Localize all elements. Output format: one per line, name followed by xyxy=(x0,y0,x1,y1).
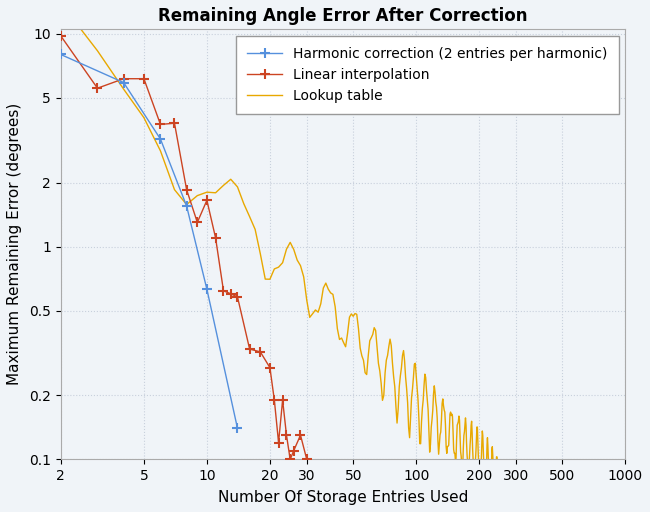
Linear interpolation xyxy=(266,365,274,371)
Linear interpolation xyxy=(279,397,287,403)
Linear interpolation xyxy=(233,294,241,300)
Lookup table xyxy=(396,373,404,379)
Lookup table xyxy=(621,461,629,467)
Title: Remaining Angle Error After Correction: Remaining Angle Error After Correction xyxy=(159,7,528,25)
Harmonic correction (2 entries per harmonic) xyxy=(120,79,127,86)
Linear interpolation xyxy=(94,85,101,91)
Lookup table xyxy=(589,461,597,467)
Linear interpolation xyxy=(270,397,278,403)
Linear interpolation xyxy=(246,346,254,352)
Linear interpolation xyxy=(203,197,211,203)
Line: Harmonic correction (2 entries per harmonic): Harmonic correction (2 entries per harmo… xyxy=(56,50,242,433)
Linear interpolation xyxy=(140,76,148,82)
Y-axis label: Maximum Remaining Error (degrees): Maximum Remaining Error (degrees) xyxy=(7,103,22,386)
Lookup table xyxy=(612,461,619,467)
Linear interpolation xyxy=(183,187,190,193)
Linear interpolation xyxy=(212,234,220,241)
Linear interpolation xyxy=(120,76,127,82)
Linear interpolation xyxy=(157,121,164,127)
Linear interpolation xyxy=(194,219,202,225)
Harmonic correction (2 entries per harmonic) xyxy=(157,136,164,142)
Linear interpolation xyxy=(257,349,265,355)
Linear interpolation xyxy=(170,120,178,126)
Linear interpolation xyxy=(275,439,283,445)
Harmonic correction (2 entries per harmonic) xyxy=(57,51,64,57)
Line: Lookup table: Lookup table xyxy=(60,3,625,464)
Harmonic correction (2 entries per harmonic) xyxy=(233,425,241,432)
Linear interpolation xyxy=(57,33,64,39)
Lookup table xyxy=(57,0,64,6)
Lookup table xyxy=(573,461,580,467)
X-axis label: Number Of Storage Entries Used: Number Of Storage Entries Used xyxy=(218,490,468,505)
Linear interpolation xyxy=(303,456,311,462)
Linear interpolation xyxy=(227,291,235,297)
Linear interpolation xyxy=(296,432,304,438)
Lookup table xyxy=(602,461,610,467)
Harmonic correction (2 entries per harmonic) xyxy=(183,203,190,209)
Linear interpolation xyxy=(286,456,294,462)
Lookup table xyxy=(614,461,622,467)
Lookup table xyxy=(458,461,465,467)
Harmonic correction (2 entries per harmonic) xyxy=(203,286,211,292)
Linear interpolation xyxy=(220,288,228,294)
Linear interpolation xyxy=(283,432,291,438)
Linear interpolation xyxy=(290,447,298,454)
Legend: Harmonic correction (2 entries per harmonic), Linear interpolation, Lookup table: Harmonic correction (2 entries per harmo… xyxy=(236,36,619,114)
Line: Linear interpolation: Linear interpolation xyxy=(56,31,311,464)
